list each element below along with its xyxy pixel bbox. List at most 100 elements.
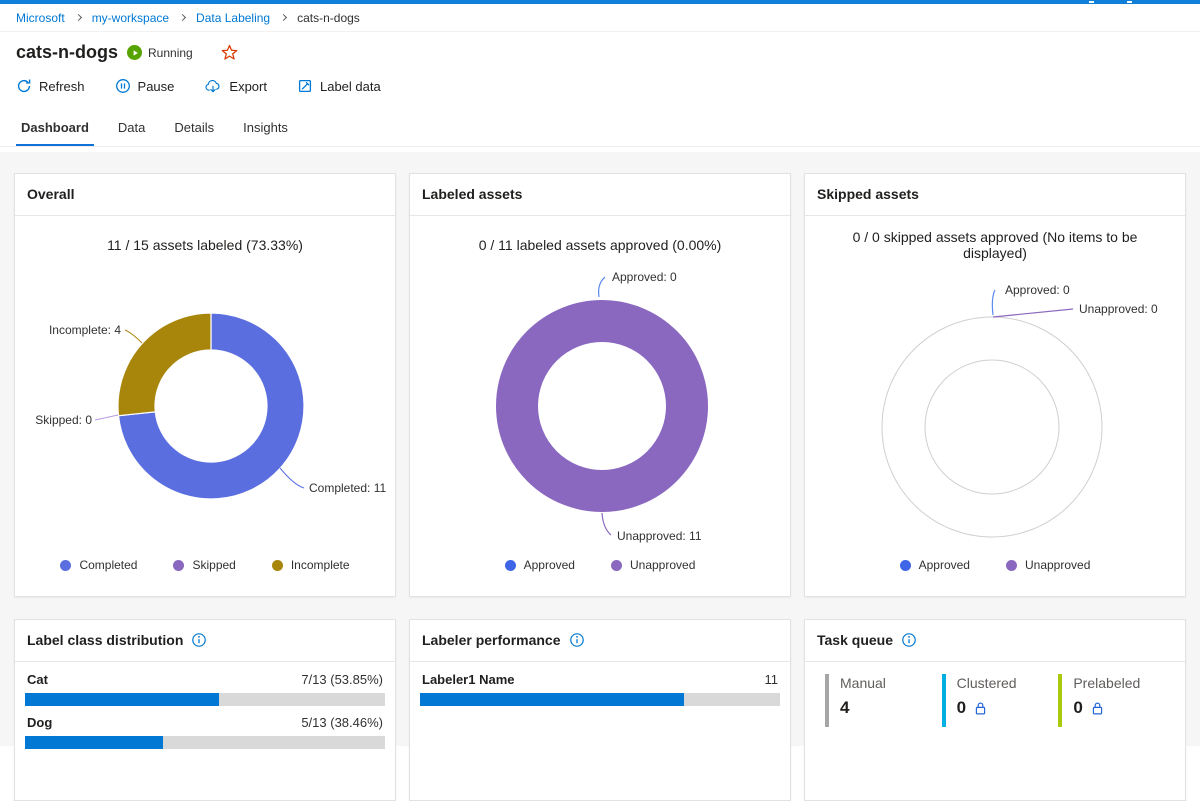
labeler-name: Labeler1 Name	[422, 672, 515, 687]
stats-cards-row: Label class distribution Cat 7/13 (53.85…	[14, 619, 1186, 801]
breadcrumb: Microsoft my-workspace Data Labeling cat…	[0, 4, 1200, 32]
legend-dot-incomplete	[271, 559, 283, 571]
refresh-label: Refresh	[39, 78, 85, 94]
info-icon[interactable]	[901, 632, 917, 648]
progress-track	[25, 693, 385, 706]
status-badge: Running	[127, 45, 193, 60]
leader-incomplete	[124, 329, 143, 344]
label-class-distribution-title: Label class distribution	[27, 632, 184, 648]
leader-unapproved	[992, 308, 1074, 318]
pause-icon	[115, 79, 130, 93]
pause-label: Pause	[137, 78, 175, 94]
labeler-bars: Labeler1 Name 11	[410, 662, 790, 706]
running-play-icon	[127, 45, 143, 60]
tab-data[interactable]: Data	[117, 120, 146, 135]
queue-column-manual: Manual 4	[825, 674, 942, 727]
top-strip-dot	[1089, 1, 1094, 3]
chevron-right-icon	[74, 13, 82, 22]
status-text: Running	[148, 45, 193, 60]
top-strip-dot	[1127, 1, 1132, 3]
tab-details[interactable]: Details	[174, 120, 215, 135]
skipped-assets-subtitle: 0 / 0 skipped assets approved (No items …	[852, 228, 1138, 261]
legend-dot-skipped	[173, 559, 185, 571]
legend-label-unapproved: Unapproved	[1024, 558, 1091, 572]
legend-label-incomplete: Incomplete	[290, 558, 350, 572]
progress-fill	[420, 693, 684, 706]
class-name: Dog	[27, 715, 53, 730]
tab-insights[interactable]: Insights	[243, 120, 288, 135]
class-name: Cat	[27, 672, 48, 687]
lock-icon	[975, 702, 986, 714]
manual-accent-bar	[825, 674, 829, 727]
breadcrumb-data-labeling[interactable]: Data Labeling	[196, 10, 271, 25]
callout-completed: Completed: 11	[309, 481, 386, 495]
tab-bar: Dashboard Data Details Insights	[0, 111, 1200, 147]
labeler-performance-card: Labeler performance Labeler1 Name 11	[409, 619, 791, 801]
labeled-assets-subtitle: 0 / 11 labeled assets approved (0.00%)	[478, 236, 722, 253]
export-button[interactable]: Export	[204, 78, 267, 94]
legend-label-unapproved: Unapproved	[629, 558, 696, 572]
label-data-button[interactable]: Label data	[297, 78, 381, 94]
donut-cards-row: Overall 11 / 15 assets labeled (73.33%) …	[14, 173, 1186, 597]
leader-approved	[991, 289, 996, 316]
queue-value: 4	[840, 698, 850, 717]
task-queue-columns: Manual 4 Clustered 0	[805, 662, 1185, 727]
class-value: 7/13 (53.85%)	[301, 672, 383, 687]
legend-dot-approved	[899, 559, 911, 571]
favorite-star-icon[interactable]	[221, 44, 238, 61]
dashboard-content: Overall 11 / 15 assets labeled (73.33%) …	[0, 152, 1200, 801]
labeler-count: 11	[764, 672, 779, 687]
refresh-button[interactable]: Refresh	[16, 78, 85, 94]
legend-label-skipped: Skipped	[192, 558, 236, 572]
labeler-performance-title: Labeler performance	[422, 632, 561, 648]
progress-track	[25, 736, 385, 749]
page-title: cats-n-dogs	[16, 42, 119, 62]
bar-row-dog: Dog 5/13 (38.46%)	[25, 715, 385, 749]
leader-approved	[598, 276, 606, 298]
info-icon[interactable]	[569, 632, 585, 648]
donut-slice-completed	[117, 312, 305, 500]
labeled-assets-card-title: Labeled assets	[422, 186, 523, 202]
browser-top-strip	[0, 0, 1200, 4]
empty-donut-inner-ring	[924, 359, 1060, 495]
callout-unapproved: Unapproved: 11	[617, 529, 702, 543]
export-cloud-download-icon	[205, 80, 220, 93]
label-class-distribution-card: Label class distribution Cat 7/13 (53.85…	[14, 619, 396, 801]
breadcrumb-workspace[interactable]: my-workspace	[91, 10, 170, 25]
refresh-icon	[17, 79, 31, 93]
legend-label-completed: Completed	[79, 558, 138, 572]
bar-row-cat: Cat 7/13 (53.85%)	[25, 672, 385, 706]
leader-completed	[279, 467, 305, 489]
clustered-accent-bar	[941, 674, 946, 727]
label-data-edit-icon	[298, 79, 312, 93]
skipped-assets-card-title: Skipped assets	[817, 186, 919, 202]
chevron-right-icon	[179, 13, 187, 22]
empty-donut-outer-ring	[881, 316, 1103, 538]
overall-donut-chart: Incomplete: 4 Skipped: 0 Completed: 11	[35, 312, 386, 500]
skipped-assets-legend: Approved Unapproved	[805, 558, 1185, 572]
callout-incomplete: Incomplete: 4	[49, 323, 121, 337]
info-icon[interactable]	[191, 632, 207, 648]
callout-unapproved: Unapproved: 0	[1079, 302, 1158, 316]
legend-dot-unapproved	[610, 559, 622, 571]
callout-skipped: Skipped: 0	[35, 413, 92, 427]
legend-dot-completed	[60, 559, 72, 571]
leader-skipped	[94, 414, 119, 421]
progress-fill	[25, 693, 219, 706]
lock-icon	[1092, 702, 1103, 714]
export-label: Export	[229, 78, 267, 94]
skipped-assets-donut-chart: Approved: 0 Unapproved: 0	[881, 283, 1158, 538]
label-class-bars: Cat 7/13 (53.85%) Dog 5/13 (38.46%)	[15, 662, 395, 749]
queue-label: Clustered	[956, 675, 1017, 691]
queue-value: 0	[956, 698, 967, 717]
overall-subtitle: 11 / 15 assets labeled (73.33%)	[107, 236, 303, 253]
overall-card-title: Overall	[27, 186, 75, 202]
donut-slice-incomplete	[117, 312, 212, 417]
labeled-assets-donut-chart: Approved: 0 Unapproved: 11	[496, 270, 708, 543]
queue-column-clustered: Clustered 0	[941, 674, 1059, 727]
breadcrumb-microsoft[interactable]: Microsoft	[16, 10, 65, 25]
pause-button[interactable]: Pause	[115, 78, 175, 94]
donut-ring-unapproved	[496, 300, 708, 512]
skipped-assets-card: Skipped assets 0 / 0 skipped assets appr…	[804, 173, 1186, 597]
tab-dashboard[interactable]: Dashboard	[16, 111, 94, 146]
